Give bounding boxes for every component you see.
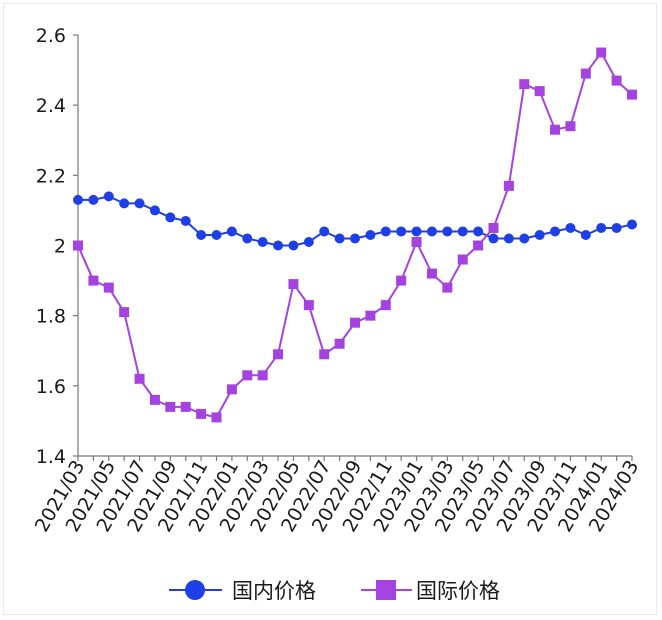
data-point <box>396 226 407 237</box>
data-point <box>288 279 299 290</box>
data-point <box>488 233 499 244</box>
data-point <box>257 236 268 247</box>
data-point <box>350 317 360 328</box>
legend-item-1: 国内价格 <box>169 579 316 603</box>
data-point <box>119 198 130 209</box>
data-point <box>319 349 330 360</box>
data-point <box>411 226 422 237</box>
legend: 国内价格 国际价格 <box>169 579 500 603</box>
data-point <box>627 219 637 230</box>
legend-label: 国际价格 <box>416 579 500 603</box>
data-point <box>273 349 284 360</box>
series-2 <box>73 47 637 423</box>
data-point <box>550 226 561 237</box>
data-point <box>211 412 222 423</box>
line-chart: 1.4 1.6 1.8 2 2.2 2.4 2.6 2021/032021/052021/0… <box>31 25 644 603</box>
data-point <box>457 226 468 237</box>
data-point <box>396 275 407 286</box>
data-point <box>380 300 391 311</box>
data-point <box>134 373 145 384</box>
data-point <box>103 191 114 202</box>
data-point <box>627 89 637 100</box>
data-point <box>503 233 514 244</box>
data-point <box>580 229 591 240</box>
data-point <box>365 229 376 240</box>
y-tick-label: 1.4 <box>36 446 66 468</box>
data-point <box>103 282 114 293</box>
data-point <box>180 401 191 412</box>
data-point <box>211 229 222 240</box>
data-point <box>226 384 237 395</box>
data-point <box>288 240 299 251</box>
data-point <box>550 124 561 135</box>
data-point <box>196 408 207 419</box>
legend-label: 国内价格 <box>232 579 316 603</box>
data-point <box>503 180 514 191</box>
data-point <box>226 226 237 237</box>
data-point <box>196 229 207 240</box>
data-point <box>73 194 83 205</box>
data-point <box>88 194 99 205</box>
data-point <box>257 370 268 381</box>
data-point <box>365 310 376 321</box>
data-point <box>119 307 130 318</box>
data-point <box>242 370 253 381</box>
y-tick-label: 1.6 <box>36 376 66 398</box>
data-point <box>319 226 330 237</box>
data-point <box>534 86 545 97</box>
data-point <box>519 79 530 90</box>
data-point <box>380 226 391 237</box>
axes <box>77 35 632 457</box>
data-point <box>273 240 284 251</box>
data-point <box>519 233 530 244</box>
data-point <box>488 222 499 233</box>
data-point <box>442 226 453 237</box>
data-point <box>426 226 437 237</box>
data-point <box>165 212 176 223</box>
data-point <box>534 229 545 240</box>
data-point <box>473 226 484 237</box>
data-point <box>596 47 607 58</box>
data-point <box>611 222 622 233</box>
data-point <box>334 233 345 244</box>
data-point <box>580 68 591 79</box>
series-layer <box>73 47 637 423</box>
legend-marker <box>185 580 205 600</box>
y-tick-label: 2.2 <box>36 165 66 187</box>
legend-item-2: 国际价格 <box>361 579 500 603</box>
data-point <box>457 254 468 265</box>
data-point <box>303 236 314 247</box>
data-point <box>165 401 176 412</box>
data-point <box>180 215 191 226</box>
legend-marker <box>376 580 396 600</box>
data-point <box>426 268 437 279</box>
data-point <box>411 236 422 247</box>
data-point <box>334 338 345 349</box>
data-point <box>565 121 576 132</box>
data-point <box>134 198 145 209</box>
series-1 <box>73 191 637 251</box>
y-tick-label: 2 <box>54 236 66 258</box>
data-point <box>88 275 99 286</box>
data-point <box>473 240 484 251</box>
data-point <box>596 222 607 233</box>
data-point <box>242 233 253 244</box>
chart-frame: 1.4 1.6 1.8 2 2.2 2.4 2.6 2021/03 2021/05 2021/0… <box>3 3 657 615</box>
data-point <box>149 205 160 216</box>
data-point <box>350 233 360 244</box>
data-point <box>565 222 576 233</box>
data-point <box>303 300 314 311</box>
data-point <box>149 394 160 405</box>
y-tick-label: 2.6 <box>36 25 66 47</box>
y-axis-ticks: 1.4 1.6 1.8 2 2.2 2.4 2.6 <box>36 25 78 468</box>
data-point <box>73 240 83 251</box>
data-point <box>442 282 453 293</box>
x-axis-ticks: 2021/032021/052021/072021/092021/112022/… <box>31 456 643 536</box>
data-point <box>611 75 622 86</box>
y-tick-label: 1.8 <box>36 306 66 328</box>
y-tick-label: 2.4 <box>36 95 66 117</box>
